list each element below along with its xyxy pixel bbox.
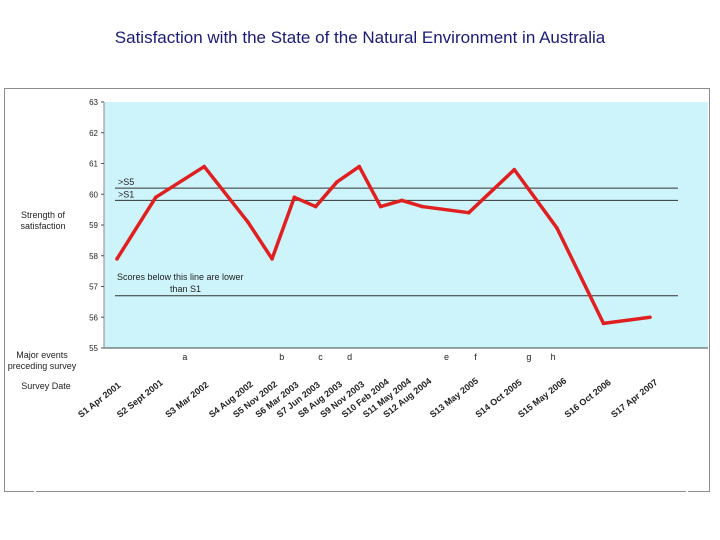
- data-point: [555, 226, 559, 230]
- x-tick-label: S13 May 2005: [428, 376, 480, 420]
- x-tick-label: S3 Mar 2002: [163, 380, 210, 420]
- chart-title: Satisfaction with the State of the Natur…: [114, 28, 606, 47]
- y-tick-label: 59: [89, 221, 98, 230]
- event-marker: a: [182, 352, 187, 362]
- y-tick-label: 60: [89, 190, 98, 199]
- plot-area: [104, 102, 708, 348]
- data-point: [357, 164, 362, 169]
- data-point: [335, 180, 339, 184]
- event-marker: d: [347, 352, 352, 362]
- date-row-label: Survey Date: [21, 381, 71, 391]
- data-point: [378, 204, 383, 209]
- x-tick-label: S17 Apr 2007: [609, 377, 659, 419]
- data-point: [270, 257, 274, 261]
- reference-line-label: >S1: [118, 189, 134, 199]
- reference-line-label: >S5: [118, 177, 134, 187]
- event-marker: f: [474, 352, 477, 362]
- frame-gap-left: [34, 488, 36, 498]
- data-point: [512, 167, 517, 172]
- data-point: [115, 257, 119, 261]
- data-point: [648, 315, 652, 320]
- event-marker: c: [318, 352, 323, 362]
- annotation-text: than S1: [170, 284, 201, 294]
- y-tick-label: 56: [89, 313, 98, 322]
- data-point: [313, 204, 318, 209]
- y-tick-label: 55: [89, 344, 98, 353]
- data-point: [420, 204, 425, 209]
- y-tick-label: 61: [89, 160, 98, 169]
- x-tick-label: S16 Oct 2006: [563, 377, 613, 419]
- frame-gap-right: [686, 488, 688, 498]
- event-marker: g: [526, 352, 531, 362]
- data-point: [466, 210, 471, 215]
- data-point: [601, 321, 606, 326]
- y-axis-label: Strength of satisfaction: [20, 210, 66, 231]
- x-tick-label: S2 Sept 2001: [115, 377, 165, 419]
- event-marker: h: [551, 352, 556, 362]
- annotation-text: Scores below this line are lower: [117, 272, 244, 282]
- y-tick-label: 57: [89, 283, 98, 292]
- y-tick-label: 63: [89, 98, 98, 107]
- data-point: [400, 198, 404, 203]
- data-point: [292, 195, 297, 200]
- x-tick-label: S15 May 2006: [516, 376, 568, 420]
- events-row-label: Major events preceding survey: [7, 350, 77, 371]
- y-tick-label: 58: [89, 252, 98, 261]
- data-point: [202, 164, 207, 169]
- data-point: [246, 220, 250, 224]
- data-point: [153, 195, 158, 200]
- event-marker: e: [444, 352, 449, 362]
- event-marker: b: [279, 352, 284, 362]
- y-tick-label: 62: [89, 129, 98, 138]
